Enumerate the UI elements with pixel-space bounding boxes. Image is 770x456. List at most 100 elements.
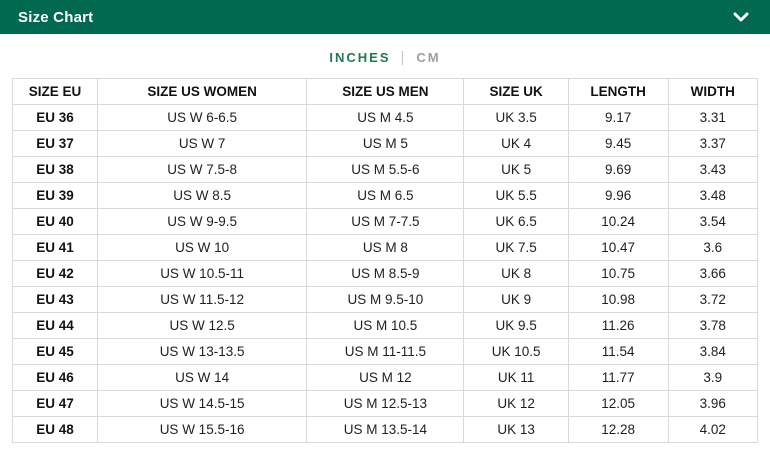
cell-size-us-women: US W 7.5-8 — [96, 156, 308, 183]
cell-size-us-men: US M 8.5-9 — [306, 260, 465, 287]
cell-width: 3.31 — [667, 104, 759, 131]
cell-length: 9.45 — [567, 130, 669, 157]
cell-size-us-women: US W 7 — [96, 130, 308, 157]
cell-size-us-women: US W 12.5 — [96, 312, 308, 339]
col-header-size-us-men: SIZE US MEN — [306, 78, 465, 105]
cell-size-us-men: US M 5.5-6 — [306, 156, 465, 183]
cell-size-eu: EU 40 — [12, 208, 98, 235]
table-row: EU 47 US W 14.5-15 US M 12.5-13 UK 12 12… — [12, 390, 759, 417]
cell-width: 3.43 — [667, 156, 759, 183]
cell-size-us-men: US M 12 — [306, 364, 465, 391]
cell-size-us-women: US W 6-6.5 — [96, 104, 308, 131]
cell-length: 11.77 — [567, 364, 669, 391]
unit-toggle-separator: | — [400, 49, 407, 66]
cell-width: 3.54 — [667, 208, 759, 235]
col-header-size-us-women: SIZE US WOMEN — [96, 78, 308, 105]
col-header-size-eu: SIZE EU — [12, 78, 98, 105]
size-chart-table-container: SIZE EU SIZE US WOMEN SIZE US MEN SIZE U… — [12, 78, 759, 443]
table-row: EU 41 US W 10 US M 8 UK 7.5 10.47 3.6 — [12, 234, 759, 261]
cell-size-us-women: US W 15.5-16 — [96, 416, 308, 443]
cell-width: 3.37 — [667, 130, 759, 157]
cell-length: 12.28 — [567, 416, 669, 443]
cell-size-uk: UK 9 — [463, 286, 569, 313]
cell-size-uk: UK 6.5 — [463, 208, 569, 235]
cell-size-us-women: US W 10.5-11 — [96, 260, 308, 287]
cell-width: 3.84 — [667, 338, 759, 365]
cell-size-us-women: US W 14.5-15 — [96, 390, 308, 417]
cell-size-uk: UK 3.5 — [463, 104, 569, 131]
cell-size-us-men: US M 7-7.5 — [306, 208, 465, 235]
cell-width: 3.48 — [667, 182, 759, 209]
table-row: EU 40 US W 9-9.5 US M 7-7.5 UK 6.5 10.24… — [12, 208, 759, 235]
size-chart-table: SIZE EU SIZE US WOMEN SIZE US MEN SIZE U… — [12, 78, 759, 443]
size-chart-header-bar[interactable]: Size Chart — [0, 0, 770, 34]
cell-size-us-men: US M 11-11.5 — [306, 338, 465, 365]
table-header-row: SIZE EU SIZE US WOMEN SIZE US MEN SIZE U… — [12, 78, 759, 105]
cell-size-us-men: US M 8 — [306, 234, 465, 261]
cell-size-eu: EU 36 — [12, 104, 98, 131]
table-row: EU 43 US W 11.5-12 US M 9.5-10 UK 9 10.9… — [12, 286, 759, 313]
cell-size-us-women: US W 14 — [96, 364, 308, 391]
chevron-down-icon[interactable] — [732, 11, 750, 23]
cell-width: 3.9 — [667, 364, 759, 391]
cell-size-uk: UK 10.5 — [463, 338, 569, 365]
cell-width: 3.66 — [667, 260, 759, 287]
cell-size-us-men: US M 13.5-14 — [306, 416, 465, 443]
cell-size-uk: UK 12 — [463, 390, 569, 417]
cell-size-uk: UK 11 — [463, 364, 569, 391]
cell-size-us-men: US M 9.5-10 — [306, 286, 465, 313]
cell-width: 3.96 — [667, 390, 759, 417]
cell-size-uk: UK 5.5 — [463, 182, 569, 209]
table-row: EU 36 US W 6-6.5 US M 4.5 UK 3.5 9.17 3.… — [12, 104, 759, 131]
cell-length: 11.26 — [567, 312, 669, 339]
table-row: EU 48 US W 15.5-16 US M 13.5-14 UK 13 12… — [12, 416, 759, 443]
cell-length: 9.17 — [567, 104, 669, 131]
cell-size-us-men: US M 4.5 — [306, 104, 465, 131]
cell-size-us-women: US W 13-13.5 — [96, 338, 308, 365]
cell-size-eu: EU 37 — [12, 130, 98, 157]
cell-size-us-men: US M 5 — [306, 130, 465, 157]
cell-size-eu: EU 43 — [12, 286, 98, 313]
cell-size-eu: EU 48 — [12, 416, 98, 443]
table-row: EU 42 US W 10.5-11 US M 8.5-9 UK 8 10.75… — [12, 260, 759, 287]
table-row: EU 45 US W 13-13.5 US M 11-11.5 UK 10.5 … — [12, 338, 759, 365]
cell-length: 10.47 — [567, 234, 669, 261]
cell-size-us-women: US W 8.5 — [96, 182, 308, 209]
table-row: EU 44 US W 12.5 US M 10.5 UK 9.5 11.26 3… — [12, 312, 759, 339]
cell-size-uk: UK 7.5 — [463, 234, 569, 261]
table-row: EU 37 US W 7 US M 5 UK 4 9.45 3.37 — [12, 130, 759, 157]
unit-option-inches[interactable]: INCHES — [329, 50, 391, 65]
table-row: EU 46 US W 14 US M 12 UK 11 11.77 3.9 — [12, 364, 759, 391]
cell-length: 11.54 — [567, 338, 669, 365]
unit-toggle: INCHES | CM — [0, 49, 770, 66]
cell-size-uk: UK 13 — [463, 416, 569, 443]
cell-size-eu: EU 42 — [12, 260, 98, 287]
cell-width: 3.72 — [667, 286, 759, 313]
cell-length: 10.98 — [567, 286, 669, 313]
unit-option-cm[interactable]: CM — [416, 50, 441, 65]
cell-size-us-men: US M 10.5 — [306, 312, 465, 339]
cell-length: 9.96 — [567, 182, 669, 209]
cell-width: 4.02 — [667, 416, 759, 443]
cell-size-uk: UK 9.5 — [463, 312, 569, 339]
cell-length: 10.24 — [567, 208, 669, 235]
cell-length: 9.69 — [567, 156, 669, 183]
cell-size-eu: EU 44 — [12, 312, 98, 339]
col-header-width: WIDTH — [667, 78, 759, 105]
table-row: EU 39 US W 8.5 US M 6.5 UK 5.5 9.96 3.48 — [12, 182, 759, 209]
cell-size-us-men: US M 12.5-13 — [306, 390, 465, 417]
cell-size-eu: EU 41 — [12, 234, 98, 261]
col-header-length: LENGTH — [567, 78, 669, 105]
cell-size-uk: UK 4 — [463, 130, 569, 157]
cell-size-eu: EU 38 — [12, 156, 98, 183]
cell-size-eu: EU 47 — [12, 390, 98, 417]
cell-width: 3.78 — [667, 312, 759, 339]
cell-size-us-women: US W 11.5-12 — [96, 286, 308, 313]
cell-size-us-women: US W 10 — [96, 234, 308, 261]
col-header-size-uk: SIZE UK — [463, 78, 569, 105]
cell-size-uk: UK 8 — [463, 260, 569, 287]
cell-length: 10.75 — [567, 260, 669, 287]
table-row: EU 38 US W 7.5-8 US M 5.5-6 UK 5 9.69 3.… — [12, 156, 759, 183]
cell-length: 12.05 — [567, 390, 669, 417]
cell-size-eu: EU 46 — [12, 364, 98, 391]
